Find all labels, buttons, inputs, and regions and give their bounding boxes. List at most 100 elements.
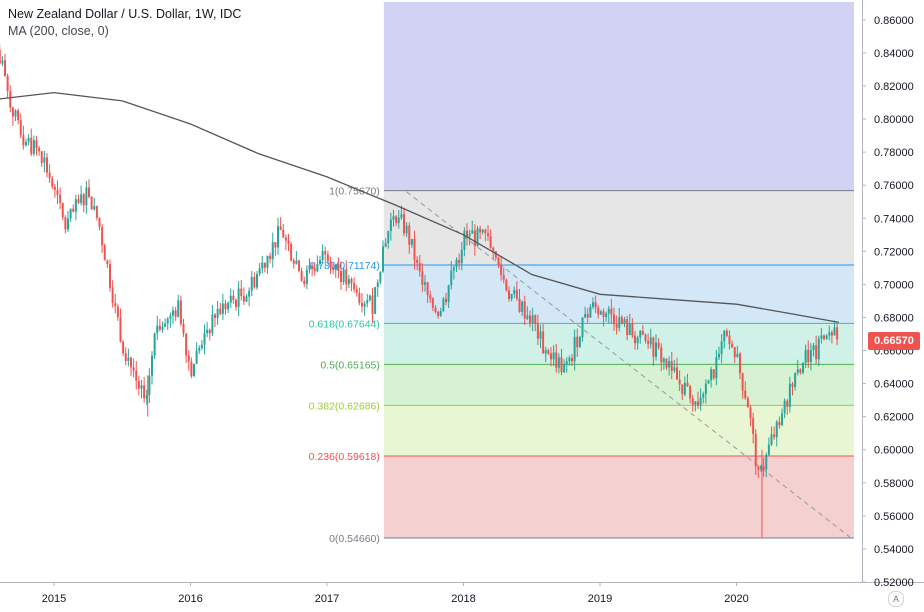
candle-body [710,369,713,381]
candle-body [345,269,348,285]
candle-body [723,330,726,342]
candle-body [505,279,508,291]
candle-body [807,349,810,363]
candle-body [145,395,148,399]
candle-body [245,296,248,302]
candle-body [67,218,69,230]
candle-body [626,319,629,336]
candle-body [815,345,818,360]
candle-body [812,345,815,351]
candle-body [103,245,106,261]
candle-body [702,394,705,398]
candle-body [694,401,697,405]
legend-title[interactable]: New Zealand Dollar / U.S. Dollar, 1W, ID… [8,7,242,21]
candle-body [313,268,316,272]
candle-body [69,208,72,219]
candle-body [560,357,563,373]
candle-body [668,361,671,368]
candle-body [778,421,781,426]
candle-body [676,367,678,380]
candle-body [809,350,812,363]
candle-body [156,325,159,334]
candle-body [40,151,43,163]
candle-body [0,49,1,64]
y-tick-label: 0.60000 [874,445,914,457]
candle-body [116,306,119,318]
x-tick-label: 2015 [42,593,66,605]
candle-body [820,335,823,339]
candle-body [424,282,426,285]
candle-body [594,302,597,308]
candle-body [652,337,655,357]
candle-body [303,280,306,285]
candle-body [794,372,797,388]
candle-body [148,375,151,396]
candle-body [418,263,421,272]
candle-body [284,237,287,241]
auto-scale-button[interactable]: A [888,591,904,607]
y-tick-label: 0.72000 [874,246,914,258]
candle-body [59,194,62,203]
candle-body [655,342,657,357]
candle-body [804,349,807,363]
legend-indicator[interactable]: MA (200, close, 0) [8,24,109,38]
candle-body [421,271,424,285]
candle-body [460,249,463,264]
candle-body [80,194,83,203]
candle-body [6,75,9,92]
candle-body [526,315,529,319]
candle-body [114,303,117,307]
candle-body [250,276,253,291]
candle-body [536,323,539,339]
candle-body [833,327,836,336]
candle-body [450,270,453,286]
candle-body [599,311,602,315]
candle-body [256,274,258,288]
candle-body [497,257,500,266]
candle-body [508,290,510,300]
candle-body [589,306,592,318]
y-tick-label: 0.78000 [874,147,914,159]
candle-body [781,413,783,426]
fib-zone [383,364,854,406]
candle-body [261,262,264,269]
candle-body [82,194,85,206]
candle-body [119,317,122,342]
candle-body [64,217,67,230]
candle-body [689,386,692,399]
candle-body [206,329,209,334]
candle-body [111,287,114,304]
candle-body [605,313,608,317]
candle-body [539,331,542,339]
candle-body [731,343,734,348]
candle-body [489,236,492,248]
candle-body [274,242,277,248]
y-tick-label: 0.68000 [874,312,914,324]
candle-body [214,314,216,318]
x-tick-label: 2016 [178,593,202,605]
candle-body [292,260,295,264]
candle-body [235,299,237,307]
candle-body [523,301,526,319]
candle-body [773,434,776,438]
candle-body [1,60,4,64]
candle-body [376,282,379,288]
candle-body [765,454,768,470]
candle-body [363,303,366,307]
candle-body [607,308,610,314]
x-tick-label: 2017 [315,593,339,605]
candle-body [298,260,300,271]
candle-body [429,295,432,299]
candle-body [665,358,668,368]
y-tick-label: 0.52000 [874,577,914,589]
candle-body [19,120,22,136]
candle-body [463,230,466,250]
candle-body [38,148,41,152]
candle-body [25,141,27,146]
candle-body [179,300,182,324]
candle-body [95,206,98,218]
candle-body [127,357,130,362]
candle-body [153,333,156,356]
candle-body [518,298,521,312]
